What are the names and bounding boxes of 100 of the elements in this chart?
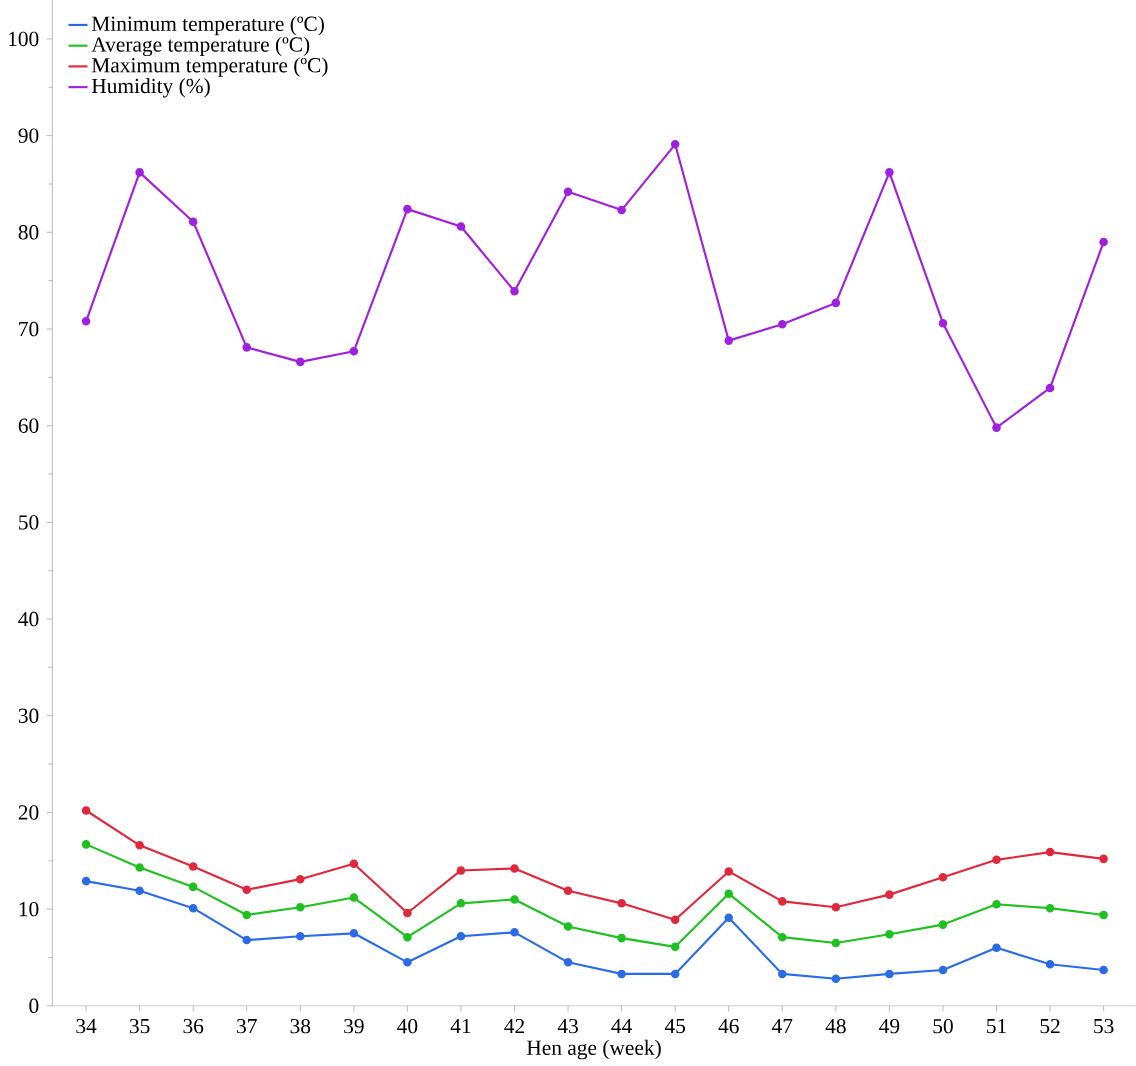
point — [510, 286, 519, 296]
point — [1099, 237, 1108, 247]
y-tick-label: 10 — [19, 901, 39, 917]
x-tick-label: 40 — [397, 1018, 418, 1034]
point — [296, 874, 305, 884]
point — [403, 908, 412, 918]
point — [724, 913, 734, 922]
x-tick-label: 41 — [450, 1018, 471, 1033]
point — [510, 894, 519, 904]
point — [938, 872, 948, 882]
point — [81, 316, 91, 326]
point — [349, 893, 359, 902]
point — [242, 910, 252, 919]
x-axis-title: Hen age (week) — [526, 1039, 661, 1060]
point — [992, 423, 1001, 432]
point — [349, 346, 359, 356]
x-tick-label: 39 — [344, 1018, 364, 1034]
y-tick-label: 90 — [18, 128, 39, 143]
x-tick-label: 47 — [772, 1018, 793, 1033]
x-tick-label: 50 — [933, 1018, 953, 1034]
point — [724, 889, 734, 898]
point — [563, 922, 573, 931]
point — [242, 342, 252, 352]
point — [938, 965, 948, 975]
point — [135, 863, 144, 872]
x-tick-label: 37 — [237, 1018, 257, 1034]
point — [349, 928, 359, 938]
x-tick-label: 35 — [129, 1018, 150, 1034]
point — [563, 886, 573, 895]
point — [456, 222, 466, 231]
point — [510, 927, 519, 937]
point — [81, 806, 91, 815]
point — [992, 899, 1001, 909]
point — [778, 896, 787, 906]
point — [724, 866, 734, 876]
point — [670, 139, 680, 149]
point — [135, 886, 144, 895]
x-tick-label: 43 — [557, 1018, 578, 1034]
point — [456, 865, 466, 875]
point — [1045, 959, 1055, 969]
point — [188, 862, 198, 871]
point — [1099, 965, 1108, 975]
point — [831, 298, 841, 307]
point — [242, 935, 252, 945]
point — [617, 898, 626, 908]
y-tick-label: 50 — [19, 514, 39, 530]
y-tick-label: 20 — [18, 805, 39, 820]
legend-label: Maximum temperature (ºC) — [91, 57, 328, 77]
point — [724, 336, 734, 345]
point — [403, 957, 412, 967]
x-tick-label: 42 — [504, 1018, 525, 1033]
x-tick-label: 51 — [987, 1018, 1006, 1034]
point — [403, 204, 412, 214]
point — [563, 957, 573, 967]
y-tick-label: 0 — [29, 998, 39, 1013]
point — [670, 942, 680, 951]
point — [456, 898, 466, 908]
x-tick-label: 45 — [664, 1018, 686, 1033]
point — [135, 840, 144, 850]
point — [1099, 854, 1108, 863]
y-tick-label: 80 — [18, 224, 39, 240]
point — [349, 859, 359, 868]
legend-label: Minimum temperature (ºC) — [91, 15, 324, 36]
point — [670, 969, 680, 978]
point — [296, 357, 305, 366]
point — [563, 187, 573, 196]
x-tick-label: 53 — [1094, 1018, 1114, 1034]
point — [188, 217, 198, 226]
x-tick-label: 48 — [825, 1018, 846, 1034]
point — [296, 902, 305, 912]
point — [938, 318, 948, 328]
legend-label: Average temperature (ºC) — [91, 36, 310, 56]
point — [778, 932, 787, 942]
point — [885, 167, 894, 177]
point — [670, 915, 680, 924]
point — [992, 943, 1001, 952]
point — [1099, 910, 1108, 919]
point — [885, 929, 894, 939]
point — [1045, 847, 1055, 857]
point — [992, 855, 1001, 864]
x-tick-label: 36 — [183, 1018, 204, 1034]
point — [831, 938, 841, 948]
point — [617, 969, 626, 978]
y-tick-label: 70 — [19, 321, 39, 336]
x-tick-label: 49 — [879, 1018, 900, 1034]
point — [135, 167, 144, 177]
point — [617, 205, 626, 215]
point — [403, 932, 412, 942]
point — [885, 890, 894, 899]
point — [188, 903, 198, 913]
x-tick-label: 44 — [611, 1018, 632, 1033]
x-tick-label: 34 — [76, 1018, 97, 1034]
point — [1045, 383, 1055, 393]
point — [188, 882, 198, 891]
point — [456, 931, 466, 941]
point — [831, 974, 841, 983]
legend-label: Humidity (%) — [91, 77, 210, 98]
y-tick-label: 100 — [9, 31, 39, 46]
point — [831, 902, 841, 912]
y-tick-label: 60 — [18, 418, 39, 433]
